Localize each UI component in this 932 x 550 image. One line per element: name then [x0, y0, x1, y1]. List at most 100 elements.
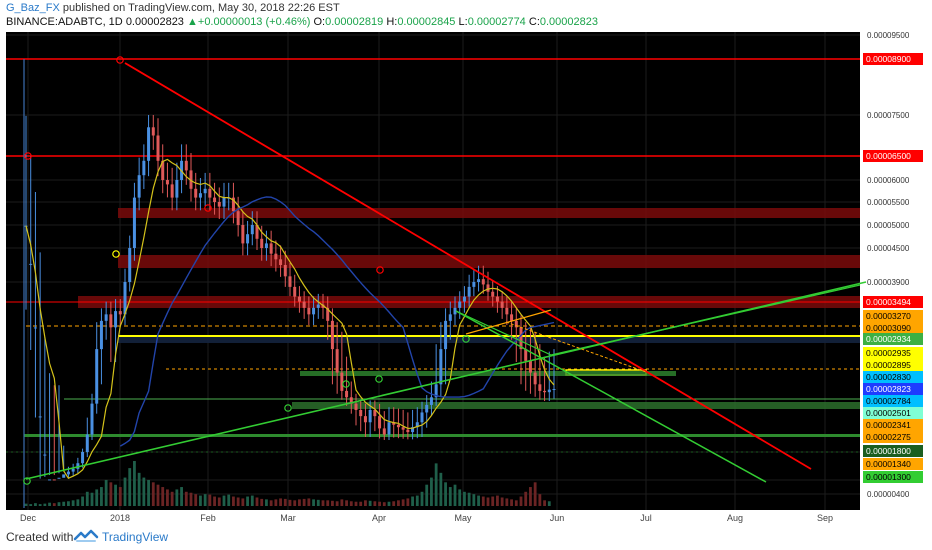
candle-body: [48, 479, 52, 481]
volume-bar: [104, 479, 108, 506]
price-tag-box: [863, 431, 923, 443]
volume-bar: [364, 500, 367, 506]
volume-bar: [463, 491, 466, 506]
price-tag-label: 0.00002823: [866, 384, 911, 394]
candle-body: [260, 238, 264, 248]
candle-body: [340, 372, 344, 391]
volume-bar: [118, 487, 122, 506]
channel-top: [455, 310, 552, 356]
candle-body: [147, 127, 151, 161]
resistance-band: [118, 208, 860, 218]
candle-body: [368, 410, 372, 423]
volume-bars: [24, 461, 551, 506]
candle-body: [118, 311, 122, 315]
candle-body: [264, 243, 268, 248]
candle-body: [269, 243, 273, 254]
price-tag-box: [863, 419, 923, 431]
volume-bar: [57, 502, 61, 506]
volume-bar: [444, 482, 447, 506]
candle-body: [514, 320, 518, 328]
volume-bar: [448, 487, 452, 506]
time-axis[interactable]: Dec 2018 Feb Mar Apr May Jun Jul Aug Sep: [20, 513, 833, 523]
time-tick-label: Aug: [727, 513, 743, 523]
chart-area[interactable]: 0.00009500 0.00007500 0.00006000 0.00005500…: [6, 31, 926, 523]
volume-bar: [326, 500, 330, 506]
channel-lower-line: [455, 310, 767, 483]
candle-body: [434, 384, 438, 398]
channel-upper-line: [550, 284, 861, 356]
candle-body: [57, 477, 61, 479]
volume-bar: [439, 472, 443, 506]
tradingview-link[interactable]: TradingView: [102, 530, 169, 544]
volume-bar: [453, 484, 457, 506]
candle-body: [444, 320, 448, 350]
price-tag-label: 0.00002275: [866, 432, 911, 442]
candle-body: [203, 188, 207, 194]
candle-body: [217, 202, 221, 207]
volume-bar: [161, 487, 165, 506]
volume-bar: [38, 504, 42, 506]
price-chart[interactable]: 0.00009500 0.00007500 0.00006000 0.00005500…: [6, 31, 926, 523]
volume-bar: [184, 491, 188, 506]
volume-bar: [472, 494, 476, 506]
candle-body: [104, 314, 108, 321]
author-link[interactable]: G_Baz_FX: [6, 2, 60, 14]
candle-body: [316, 304, 320, 308]
candle-body: [363, 416, 367, 423]
volume-bar: [123, 477, 127, 506]
orange-wedge-top: [465, 309, 552, 335]
candle-body: [297, 296, 301, 302]
volume-bar: [316, 499, 320, 506]
volume-bar: [24, 503, 28, 506]
candle-body: [528, 360, 532, 373]
price-tag-box: [863, 347, 923, 359]
volume-bar: [156, 484, 160, 506]
volume-bar: [368, 500, 372, 506]
candle-body: [354, 403, 358, 410]
volume-bar: [208, 494, 212, 506]
candle-body: [477, 279, 481, 282]
time-tick-label: Jun: [550, 513, 565, 523]
volume-bar: [397, 500, 400, 506]
volume-bar: [331, 500, 334, 506]
candle-body: [279, 259, 283, 265]
close-label: C:: [528, 16, 540, 28]
candle-body: [467, 286, 471, 297]
candle-body: [472, 282, 476, 287]
candle-body: [71, 468, 75, 472]
publish-line: G_Baz_FX published on TradingView.com, M…: [6, 2, 340, 14]
candle-body: [330, 320, 334, 350]
plot-background: [6, 32, 860, 510]
volume-bar: [411, 496, 414, 506]
volume-bar: [67, 501, 70, 506]
price-tag-box: [863, 310, 923, 322]
price-tag-box: [863, 445, 923, 457]
candle-body: [439, 349, 443, 385]
symbol-label[interactable]: BINANCE:ADABTC, 1D: [6, 16, 123, 28]
price-tag-box: [863, 322, 923, 334]
tradingview-logo-icon[interactable]: [73, 529, 99, 548]
candle-body: [552, 389, 556, 390]
candle-body: [382, 428, 386, 435]
volume-bar: [48, 502, 51, 506]
price-tick-label: 0.00000400: [867, 490, 910, 499]
volume-bar: [288, 499, 292, 506]
candle-body: [52, 479, 56, 481]
candle-body: [302, 301, 306, 308]
trend-lines: [25, 62, 867, 483]
time-tick-label: Apr: [372, 513, 386, 523]
volume-bar: [387, 501, 391, 506]
price-tag-label: 0.00002784: [866, 396, 911, 406]
pivot-circle: [23, 477, 31, 485]
volume-bar: [151, 482, 155, 506]
volume-bar: [307, 498, 311, 506]
high-label: H:: [386, 16, 398, 28]
volume-bar: [255, 497, 259, 506]
price-tag-label: 0.00008900: [866, 54, 911, 64]
volume-bar: [95, 489, 99, 506]
volume-bar: [538, 494, 542, 506]
volume-bar: [260, 498, 264, 506]
candle-body: [184, 160, 188, 171]
candle-body: [85, 434, 89, 452]
candle-body: [194, 188, 198, 198]
